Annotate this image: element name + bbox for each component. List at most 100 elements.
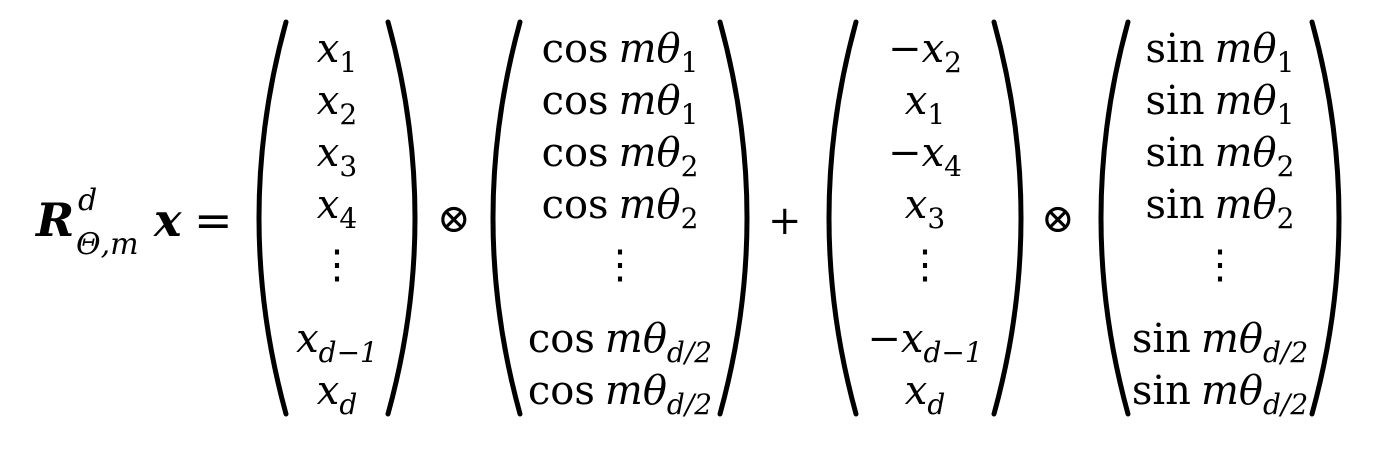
vector-sin-entry-4: sin mθ2	[1146, 182, 1295, 235]
vector-x-entry-2: x2	[317, 78, 357, 131]
entry-subscript: d/2	[667, 336, 712, 369]
vertical-ellipsis: ⋮	[600, 242, 640, 288]
lhs-subscript: Θ,m	[76, 227, 139, 262]
vector-x-entry-7: xd	[317, 368, 358, 421]
vector-sin-left-paren	[1098, 19, 1131, 417]
vector-x-entry-4: x4	[317, 182, 357, 235]
entry-variable: x	[905, 182, 928, 228]
trig-argument: mθ	[1201, 368, 1263, 414]
trig-argument: mθ	[1201, 316, 1263, 362]
vector-cos-entry-1: cos mθ1	[542, 26, 699, 79]
entry-subscript: d/2	[1263, 336, 1308, 369]
trig-argument: mθ	[605, 368, 667, 414]
lhs-r-symbol: R	[34, 193, 74, 247]
lhs-x-symbol: x	[153, 193, 182, 247]
trig-function: cos	[542, 182, 609, 228]
trig-function: cos	[542, 78, 609, 124]
entry-subscript: 3	[339, 150, 357, 183]
minus-sign: −	[867, 316, 901, 362]
entry-subscript: d/2	[667, 388, 712, 421]
trig-argument: mθ	[1215, 78, 1277, 124]
vector-rot-entry-2: x1	[905, 78, 945, 131]
vector-sin-entry-2: sin mθ1	[1146, 78, 1295, 131]
entry-variable: x	[901, 316, 924, 362]
entry-subscript: 1	[681, 98, 699, 131]
entry-subscript: 2	[944, 46, 962, 79]
vector-cos-entry-2: cos mθ1	[542, 78, 699, 131]
minus-sign: −	[888, 26, 922, 72]
minus-sign: −	[888, 130, 922, 176]
trig-argument: mθ	[1215, 130, 1277, 176]
trig-argument: mθ	[619, 78, 681, 124]
vector-x-entry-3: x3	[317, 130, 357, 183]
entry-subscript: 2	[1277, 150, 1295, 183]
entry-variable: x	[905, 78, 928, 124]
trig-function: sin	[1146, 130, 1205, 176]
trig-function: sin	[1146, 78, 1205, 124]
vector-sin-entry-1: sin mθ1	[1146, 26, 1295, 79]
trig-function: cos	[542, 26, 609, 72]
trig-argument: mθ	[1215, 182, 1277, 228]
entry-variable: x	[317, 78, 340, 124]
trig-function: sin	[1132, 368, 1191, 414]
entry-variable: x	[317, 130, 340, 176]
otimes-operator-2: ⊗	[1041, 196, 1075, 242]
vertical-ellipsis: ⋮	[905, 242, 945, 288]
otimes-operator-1: ⊗	[437, 196, 471, 242]
vector-rot-entry-5: ⋮	[905, 242, 945, 288]
vector-cos-right-paren	[717, 19, 750, 417]
vector-rotated-right-paren	[991, 19, 1024, 417]
equals-sign: =	[194, 193, 233, 247]
entry-subscript: 2	[681, 150, 699, 183]
entry-subscript: d−1	[319, 336, 378, 369]
lhs-expression: R d Θ,m x =	[34, 183, 233, 262]
trig-function: cos	[542, 130, 609, 176]
vector-sin-right-paren	[1309, 19, 1342, 417]
entry-subscript: 3	[927, 202, 945, 235]
entry-subscript: d/2	[1263, 388, 1308, 421]
vector-x-entry-5: ⋮	[317, 242, 357, 288]
plus-operator: +	[768, 198, 802, 244]
entry-variable: x	[905, 368, 928, 414]
vector-sin-entry-3: sin mθ2	[1146, 130, 1295, 183]
vector-rot-entry-3: −x4	[888, 130, 962, 183]
entry-subscript: d	[339, 388, 357, 421]
entry-subscript: 4	[944, 150, 962, 183]
vector-rot-entry-4: x3	[905, 182, 945, 235]
trig-function: sin	[1132, 316, 1191, 362]
trig-argument: mθ	[605, 316, 667, 362]
vector-cos-entry-3: cos mθ2	[542, 130, 699, 183]
entry-subscript: 1	[339, 46, 357, 79]
entry-subscript: 1	[927, 98, 945, 131]
lhs-superscript: d	[78, 183, 97, 218]
entry-subscript: 4	[339, 202, 357, 235]
trig-argument: mθ	[619, 130, 681, 176]
vector-cos-entry-4: cos mθ2	[542, 182, 699, 235]
entry-subscript: 1	[1277, 98, 1295, 131]
vector-rot-entry-6: −xd−1	[867, 316, 982, 369]
trig-function: cos	[528, 316, 595, 362]
entry-subscript: 2	[339, 98, 357, 131]
entry-subscript: d−1	[923, 336, 982, 369]
entry-subscript: 2	[1277, 202, 1295, 235]
vertical-ellipsis: ⋮	[317, 242, 357, 288]
vector-rot-entry-7: xd	[905, 368, 946, 421]
entry-subscript: 1	[1277, 46, 1295, 79]
trig-function: sin	[1146, 182, 1205, 228]
vector-cos-entry-7: cos mθd/2	[528, 368, 712, 421]
vector-sin-entry-5: ⋮	[1200, 242, 1240, 288]
vector-x-right-paren	[385, 19, 418, 417]
vector-rot-entry-1: −x2	[888, 26, 962, 79]
entry-variable: x	[317, 368, 340, 414]
entry-variable: x	[922, 26, 945, 72]
entry-variable: x	[317, 26, 340, 72]
vector-x-entry-6: xd−1	[296, 316, 378, 369]
